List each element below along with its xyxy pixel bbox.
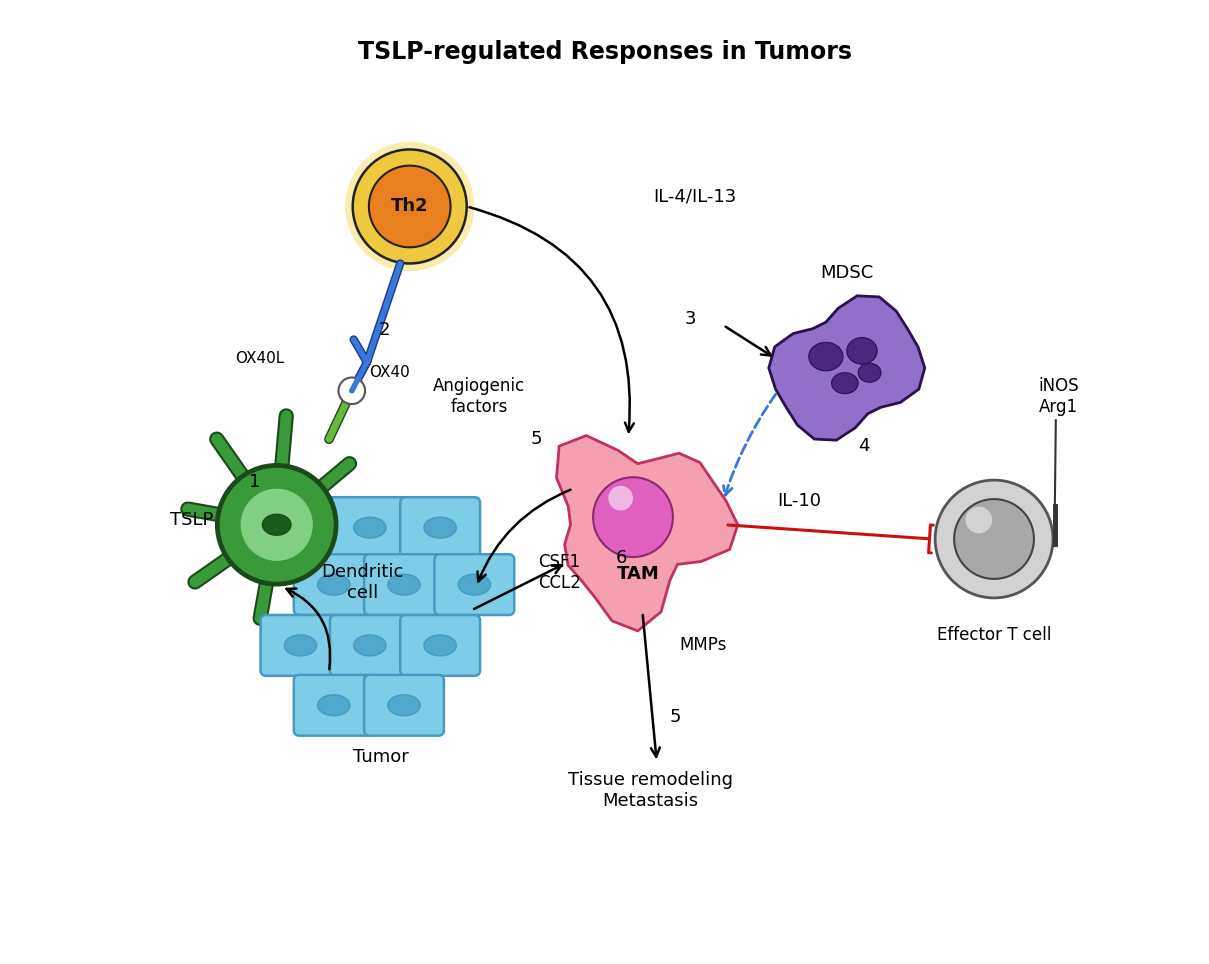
FancyBboxPatch shape <box>364 675 444 736</box>
FancyBboxPatch shape <box>400 497 480 558</box>
Circle shape <box>935 480 1053 598</box>
Polygon shape <box>769 296 925 441</box>
Text: Effector T cell: Effector T cell <box>937 627 1052 644</box>
FancyBboxPatch shape <box>261 615 341 676</box>
Ellipse shape <box>318 695 349 715</box>
Text: IL-4/IL-13: IL-4/IL-13 <box>653 188 736 206</box>
Text: TSLP: TSLP <box>169 511 213 529</box>
Text: 6: 6 <box>615 549 627 567</box>
FancyArrowPatch shape <box>474 565 561 609</box>
Ellipse shape <box>832 373 858 393</box>
Text: CSF1
CCL2: CSF1 CCL2 <box>538 553 580 592</box>
Text: 1: 1 <box>249 473 261 491</box>
Circle shape <box>608 486 634 511</box>
Text: 4: 4 <box>858 437 869 455</box>
Text: 2: 2 <box>378 321 389 339</box>
Text: 5: 5 <box>670 708 682 726</box>
Ellipse shape <box>318 575 349 595</box>
Text: Angiogenic
factors: Angiogenic factors <box>433 377 525 415</box>
Text: TSLP-regulated Responses in Tumors: TSLP-regulated Responses in Tumors <box>358 40 851 65</box>
FancyBboxPatch shape <box>294 675 374 736</box>
FancyArrowPatch shape <box>478 490 571 581</box>
Ellipse shape <box>858 363 881 383</box>
Circle shape <box>345 142 474 271</box>
FancyBboxPatch shape <box>330 497 410 558</box>
Text: OX40L: OX40L <box>235 351 284 366</box>
Circle shape <box>594 477 673 557</box>
FancyArrowPatch shape <box>469 207 634 432</box>
Circle shape <box>339 378 365 404</box>
Circle shape <box>241 489 313 561</box>
FancyBboxPatch shape <box>261 497 341 558</box>
Ellipse shape <box>388 695 421 715</box>
FancyBboxPatch shape <box>434 554 514 615</box>
Ellipse shape <box>458 575 491 595</box>
Text: Th2: Th2 <box>391 198 428 216</box>
Text: MMPs: MMPs <box>679 636 727 655</box>
Circle shape <box>220 468 334 581</box>
Ellipse shape <box>354 517 386 538</box>
Text: Tissue remodeling
Metastasis: Tissue remodeling Metastasis <box>567 771 733 810</box>
FancyArrowPatch shape <box>643 615 660 757</box>
FancyArrowPatch shape <box>287 589 330 669</box>
Circle shape <box>954 499 1034 579</box>
FancyArrowPatch shape <box>723 394 776 495</box>
Ellipse shape <box>262 515 291 535</box>
Circle shape <box>966 507 993 533</box>
Ellipse shape <box>424 517 456 538</box>
FancyBboxPatch shape <box>330 615 410 676</box>
Ellipse shape <box>388 575 421 595</box>
Text: Tumor: Tumor <box>353 748 409 766</box>
FancyBboxPatch shape <box>294 554 374 615</box>
FancyBboxPatch shape <box>364 554 444 615</box>
Ellipse shape <box>284 635 317 656</box>
Ellipse shape <box>354 635 386 656</box>
FancyArrowPatch shape <box>725 327 771 356</box>
Ellipse shape <box>809 342 843 371</box>
Text: IL-10: IL-10 <box>777 492 821 510</box>
Polygon shape <box>556 436 737 630</box>
Text: TAM: TAM <box>617 565 659 583</box>
Ellipse shape <box>846 337 878 364</box>
Ellipse shape <box>284 517 317 538</box>
Text: 3: 3 <box>684 309 695 328</box>
FancyBboxPatch shape <box>400 615 480 676</box>
Text: iNOS
Arg1: iNOS Arg1 <box>1039 377 1078 415</box>
Ellipse shape <box>424 635 456 656</box>
Text: MDSC: MDSC <box>820 264 873 282</box>
Circle shape <box>369 166 451 248</box>
Text: Dendritic
cell: Dendritic cell <box>322 563 404 602</box>
Text: OX40: OX40 <box>369 365 410 380</box>
Circle shape <box>353 149 467 263</box>
Circle shape <box>215 463 339 586</box>
Text: 5: 5 <box>531 430 542 448</box>
